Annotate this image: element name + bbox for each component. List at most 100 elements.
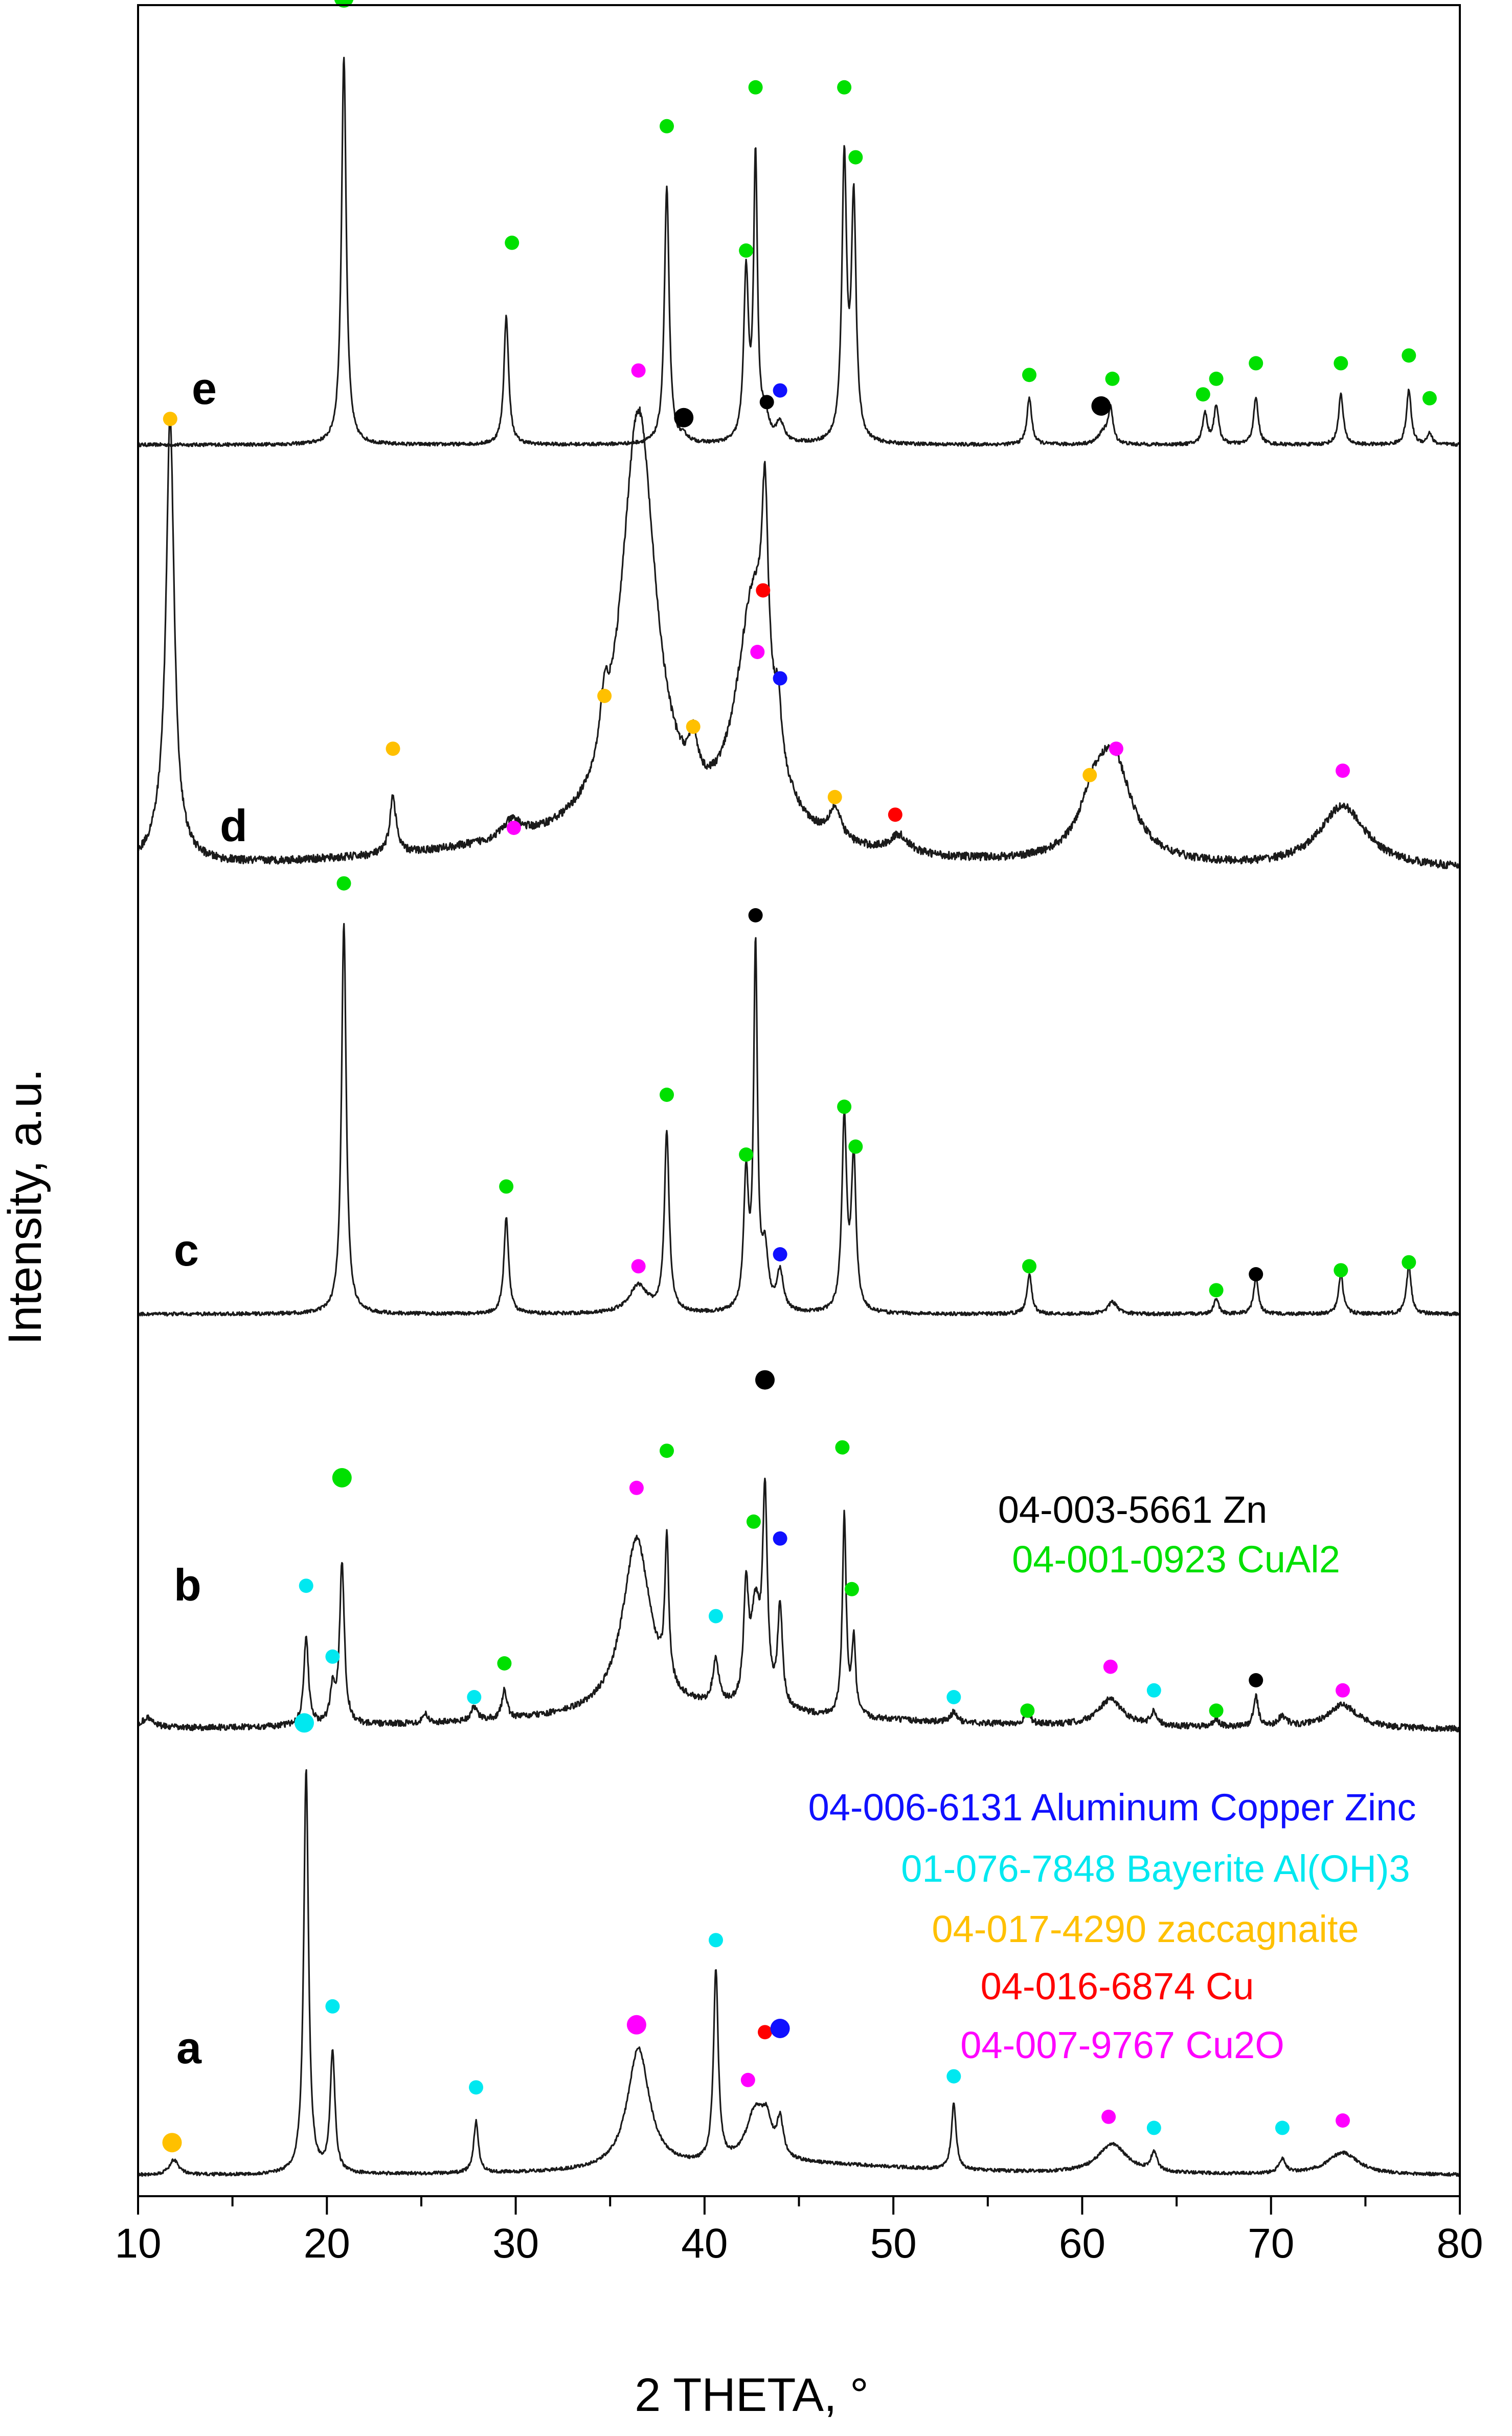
legend-bayerite: 01-076-7848 Bayerite Al(OH)3 xyxy=(901,1847,1410,1890)
marker-d-zaccagnaite-9 xyxy=(827,790,842,804)
marker-e-cual2-5 xyxy=(748,80,763,95)
series-label-e: e xyxy=(192,363,217,414)
marker-c-cual2-1 xyxy=(499,1179,514,1194)
marker-d-alcuzn-8 xyxy=(773,671,787,686)
series-label-d: d xyxy=(220,800,247,851)
marker-d-cu2o-6 xyxy=(750,645,765,659)
marker-c-cual2-4 xyxy=(739,1147,754,1162)
marker-a-cu2o-13 xyxy=(1336,2113,1350,2128)
marker-a-alcuzn-8 xyxy=(770,2019,790,2038)
legend-cu2o: 04-007-9767 Cu2O xyxy=(960,2024,1284,2066)
marker-d-cu2o-13 xyxy=(1336,763,1350,778)
marker-e-cual2-16 xyxy=(1334,356,1348,371)
marker-a-bayerite-1 xyxy=(295,1713,314,1733)
marker-d-cu2o-12 xyxy=(1109,741,1123,756)
marker-b-zn-18 xyxy=(1249,1673,1263,1687)
marker-a-cu-7 xyxy=(758,2025,772,2040)
trace-a xyxy=(137,1769,1461,2177)
marker-e-zn-11 xyxy=(1091,396,1111,416)
marker-b-cu2o-5 xyxy=(629,1480,644,1495)
marker-e-cual2-9 xyxy=(848,150,863,165)
y-axis-label: Intensity, a.u. xyxy=(0,1069,51,1345)
marker-d-cu2o-4 xyxy=(631,363,646,378)
marker-e-cual2-8 xyxy=(837,80,852,95)
series-label-a: a xyxy=(176,2022,202,2073)
markers-layer xyxy=(162,0,1437,2153)
marker-a-bayerite-3 xyxy=(469,2080,483,2095)
marker-c-zn-5 xyxy=(748,908,763,922)
legend-cual2: 04-001-0923 CuAl2 xyxy=(1012,1538,1340,1581)
marker-b-cual2-2 xyxy=(332,1468,352,1487)
marker-a-bayerite-9 xyxy=(946,2069,961,2084)
legend-zn: 04-003-5661 Zn xyxy=(998,1488,1268,1531)
x-tick-label-50: 50 xyxy=(870,2220,917,2267)
trace-c xyxy=(137,923,1461,1317)
marker-a-cu2o-10 xyxy=(1101,2109,1116,2124)
x-tick-label-30: 30 xyxy=(492,2220,539,2267)
axes: 10 20 30 40 50 60 70 80 xyxy=(115,4,1483,2267)
marker-d-zaccagnaite-11 xyxy=(1082,768,1097,782)
marker-b-zn-9 xyxy=(755,1370,775,1390)
x-tick-label-80: 80 xyxy=(1436,2220,1483,2267)
x-tick-label-70: 70 xyxy=(1248,2220,1294,2267)
marker-b-cu2o-15 xyxy=(1103,1659,1118,1674)
marker-a-zaccagnaite-0 xyxy=(162,2133,182,2153)
marker-d-zaccagnaite-5 xyxy=(686,719,701,734)
marker-b-bayerite-7 xyxy=(709,1609,723,1623)
marker-c-cual2-10 xyxy=(1209,1283,1224,1298)
marker-c-alcuzn-6 xyxy=(773,1247,787,1261)
marker-e-cual2-1 xyxy=(505,235,520,250)
marker-a-bayerite-5 xyxy=(709,1933,723,1948)
marker-e-cual2-17 xyxy=(1402,348,1416,363)
marker-d-zaccagnaite-1 xyxy=(386,741,400,756)
marker-b-cu2o-19 xyxy=(1336,1683,1350,1698)
marker-d-cu-7 xyxy=(756,583,771,598)
marker-c-cual2-9 xyxy=(1022,1259,1036,1274)
marker-b-alcuzn-10 xyxy=(773,1531,787,1546)
marker-c-cual2-7 xyxy=(837,1099,852,1114)
x-tick-label-40: 40 xyxy=(681,2220,728,2267)
marker-b-bayerite-13 xyxy=(946,1690,961,1704)
marker-a-cu2o-4 xyxy=(626,2015,646,2035)
marker-b-cual2-17 xyxy=(1209,1703,1224,1718)
marker-e-cual2-13 xyxy=(1195,387,1210,402)
legend: 04-003-5661 Zn 04-001-0923 CuAl2 04-006-61… xyxy=(808,1488,1416,2066)
marker-a-bayerite-12 xyxy=(1275,2121,1290,2135)
marker-b-cual2-11 xyxy=(835,1440,850,1455)
marker-e-cual2-18 xyxy=(1422,391,1437,405)
legend-cu: 04-016-6874 Cu xyxy=(981,1965,1254,2008)
legend-alcuzn: 04-006-6131 Aluminum Copper Zinc xyxy=(808,1786,1416,1829)
marker-d-cu-10 xyxy=(888,807,902,822)
marker-e-zn-3 xyxy=(674,408,694,427)
marker-c-cu2o-2 xyxy=(631,1259,646,1274)
series-labels: e d c b a xyxy=(174,363,247,2073)
marker-e-cual2-4 xyxy=(739,243,754,258)
marker-b-bayerite-1 xyxy=(325,1649,340,1664)
marker-b-cual2-4 xyxy=(497,1656,512,1671)
series-label-b: b xyxy=(174,1560,201,1610)
x-tick-label-10: 10 xyxy=(115,2220,161,2267)
marker-d-zaccagnaite-3 xyxy=(597,689,612,703)
x-tick-label-20: 20 xyxy=(304,2220,350,2267)
marker-e-cual2-10 xyxy=(1022,368,1036,382)
marker-e-cual2-2 xyxy=(660,119,674,133)
marker-e-alcuzn-7 xyxy=(773,383,787,398)
marker-b-bayerite-3 xyxy=(467,1690,482,1704)
x-tick-label-60: 60 xyxy=(1059,2220,1105,2267)
traces-layer xyxy=(137,57,1461,2177)
legend-zaccagnaite: 04-017-4290 zaccagnaite xyxy=(932,1908,1359,1950)
marker-b-cual2-12 xyxy=(844,1582,859,1596)
trace-b xyxy=(137,1477,1461,1733)
x-axis-label: 2 THETA, ° xyxy=(635,2369,869,2421)
marker-b-bayerite-16 xyxy=(1146,1683,1161,1698)
marker-a-cu2o-6 xyxy=(740,2072,755,2087)
trace-d xyxy=(137,406,1461,869)
marker-e-cual2-12 xyxy=(1105,371,1120,386)
marker-e-zn-6 xyxy=(759,395,774,410)
marker-b-cual2-6 xyxy=(660,1443,674,1458)
marker-c-cual2-3 xyxy=(660,1088,674,1102)
marker-e-cual2-15 xyxy=(1249,356,1263,371)
marker-c-cual2-12 xyxy=(1334,1263,1348,1278)
